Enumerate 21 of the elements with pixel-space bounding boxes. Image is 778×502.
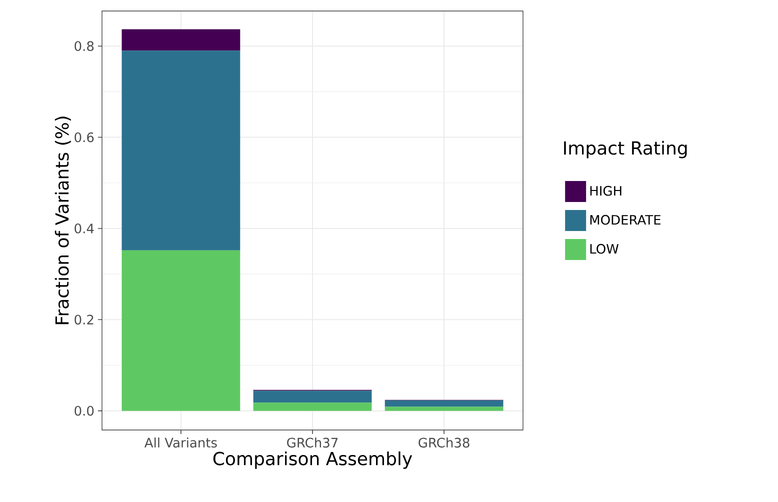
legend-label: LOW bbox=[590, 244, 619, 254]
bar bbox=[122, 29, 240, 51]
bar bbox=[122, 250, 240, 411]
y-tick-label: 0.2 bbox=[74, 314, 94, 325]
legend-label: MODERATE bbox=[590, 214, 660, 225]
y-tick-label: 0.4 bbox=[74, 224, 94, 234]
x-axis-title: Comparison Assembly bbox=[213, 451, 412, 469]
x-tick-label: GRCh37 bbox=[287, 438, 338, 448]
bar bbox=[122, 50, 240, 250]
y-tick-label: 0.6 bbox=[74, 132, 94, 142]
y-tick-label: 0.8 bbox=[74, 41, 94, 52]
bar bbox=[384, 406, 504, 411]
y-axis-title: Fraction of Variants (%) bbox=[54, 116, 71, 324]
bar bbox=[253, 390, 372, 403]
x-tick-label: All Variants bbox=[144, 438, 217, 448]
legend-title: Impact Rating bbox=[564, 140, 687, 158]
x-tick-label: GRCh38 bbox=[418, 438, 470, 448]
y-tick-label: 0.0 bbox=[74, 406, 94, 416]
bar bbox=[253, 402, 372, 411]
legend-label: HIGH bbox=[590, 186, 622, 196]
bar bbox=[384, 400, 504, 407]
